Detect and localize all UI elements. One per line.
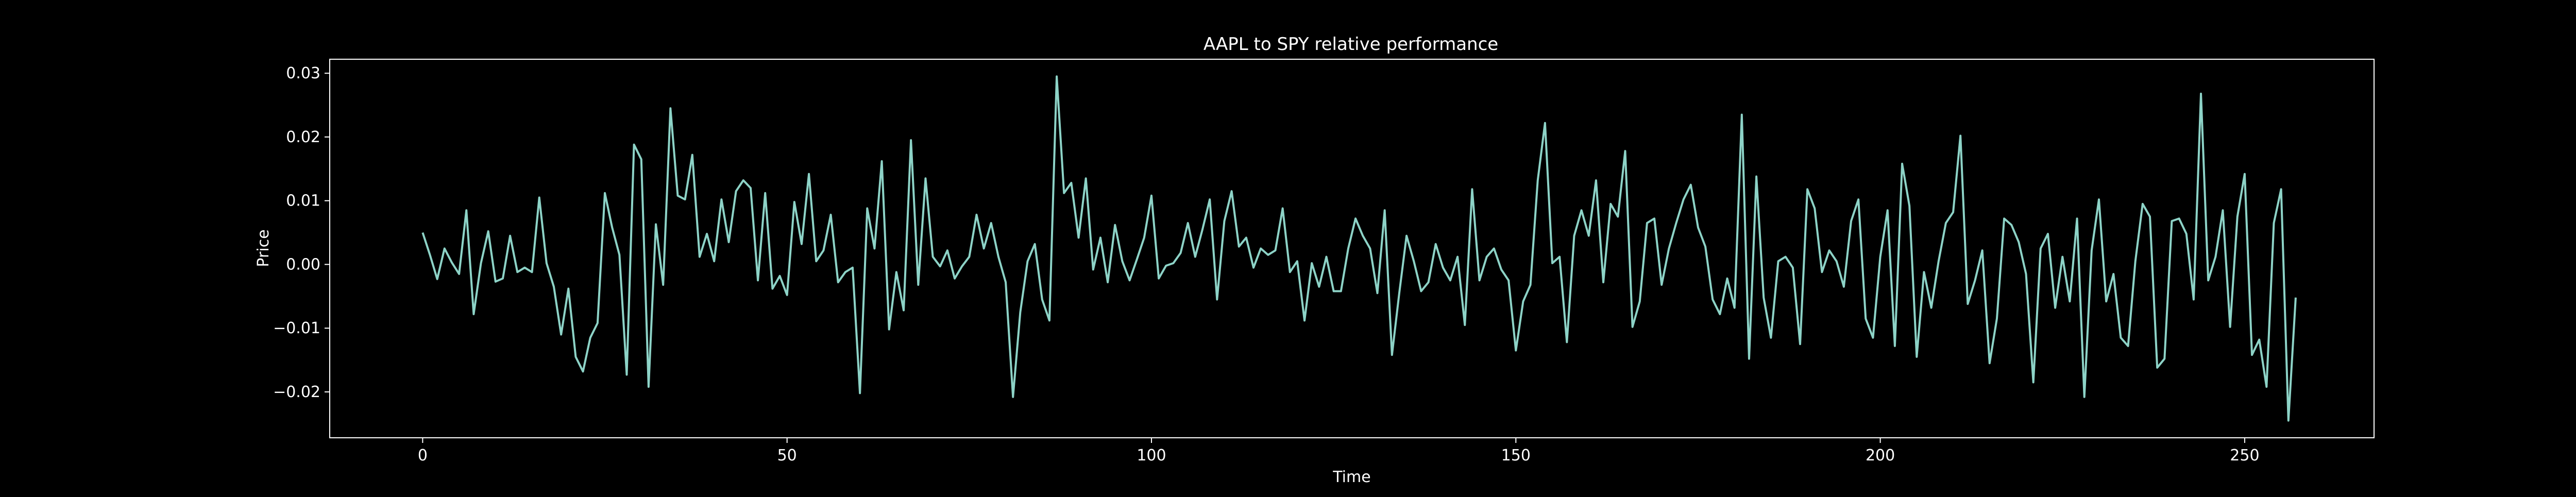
x-tick-label: 150 — [1501, 447, 1531, 465]
y-tick-label: 0.02 — [286, 128, 320, 146]
x-tick-label: 50 — [777, 447, 797, 465]
x-tick-label: 250 — [2230, 447, 2259, 465]
y-tick-label: 0.00 — [286, 255, 320, 273]
y-tick-label: 0.03 — [286, 64, 320, 82]
y-axis-label: Price — [255, 229, 273, 267]
series-line — [421, 75, 2297, 422]
x-tick-label: 200 — [1866, 447, 1895, 465]
chart-title: AAPL to SPY relative performance — [1204, 34, 1498, 55]
x-axis-label: Time — [1332, 468, 1370, 486]
axes-frame — [329, 59, 2375, 438]
y-tick-label: −0.01 — [273, 319, 320, 337]
y-tick-label: 0.01 — [286, 192, 320, 210]
x-tick-label: 100 — [1137, 447, 1166, 465]
x-tick-label: 0 — [418, 447, 428, 465]
y-tick-label: −0.02 — [273, 383, 320, 401]
axis-ticks: 0 50 100 150 200 250 −0.02 −0.01 0.00 0.01 0.02 0.0… — [273, 64, 2259, 465]
plot-area — [421, 75, 2297, 422]
